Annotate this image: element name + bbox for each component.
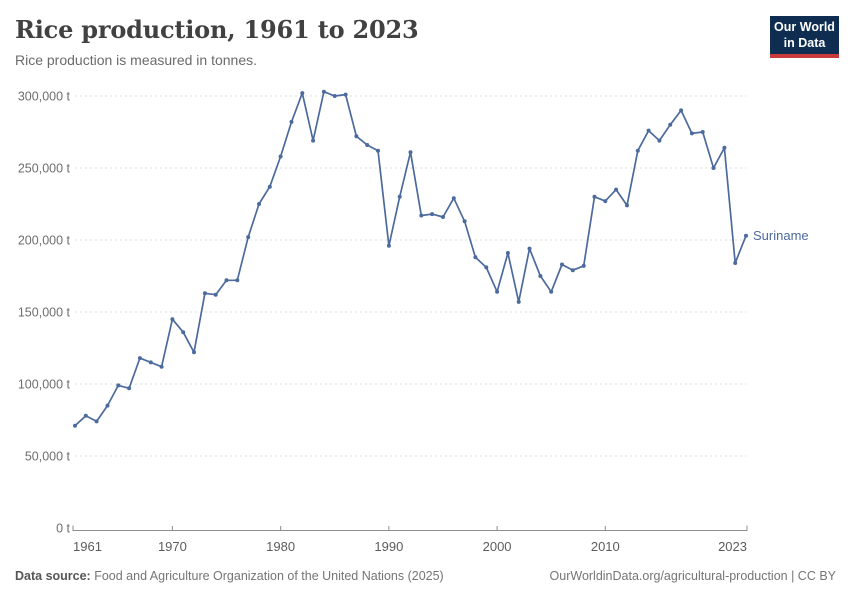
data-point	[235, 278, 240, 283]
data-point	[441, 215, 445, 219]
data-point	[386, 243, 391, 248]
data-point	[267, 184, 272, 189]
x-tick-label: 1961	[73, 539, 102, 554]
data-point	[376, 148, 380, 153]
data-point	[484, 265, 489, 270]
y-tick-label: 200,000 t	[18, 234, 71, 248]
data-point	[116, 383, 121, 388]
y-tick-label: 0 t	[56, 522, 70, 536]
data-point	[538, 274, 543, 278]
data-point	[462, 219, 467, 224]
data-point	[213, 292, 218, 297]
data-point	[700, 130, 705, 134]
data-point	[311, 138, 316, 143]
chart-title: Rice production, 1961 to 2023	[15, 15, 419, 44]
footer-link: OurWorldinData.org/agricultural-producti…	[549, 569, 836, 583]
owid-logo-line2: in Data	[783, 35, 826, 50]
data-point	[473, 255, 478, 260]
owid-logo-line1: Our World	[774, 20, 835, 34]
x-tick-label: 2023	[718, 539, 747, 554]
data-point	[365, 143, 370, 147]
data-point	[722, 145, 727, 150]
data-point	[105, 403, 110, 408]
data-point	[408, 150, 413, 155]
y-tick-label: 250,000 t	[18, 162, 71, 176]
x-tick-label: 1980	[266, 539, 295, 554]
data-point	[94, 419, 99, 424]
data-point	[83, 413, 88, 418]
data-point	[257, 202, 261, 206]
data-point	[332, 94, 337, 98]
data-point	[354, 134, 359, 139]
data-point	[343, 92, 348, 97]
chart-subtitle: Rice production is measured in tonnes.	[15, 52, 258, 68]
y-tick-label: 50,000 t	[25, 450, 71, 464]
data-point	[603, 199, 608, 204]
data-point	[570, 268, 575, 273]
data-point	[592, 194, 597, 199]
data-point	[170, 317, 175, 322]
data-point	[451, 196, 456, 201]
data-point	[181, 330, 186, 335]
data-point	[73, 423, 77, 428]
data-point	[711, 166, 716, 170]
data-point	[137, 356, 142, 361]
data-point	[159, 364, 164, 369]
data-point	[635, 148, 640, 153]
x-axis-line	[72, 525, 748, 531]
footer-datasource-text: Food and Agriculture Organization of the…	[90, 569, 444, 583]
x-tick-label: 1970	[158, 539, 187, 554]
owid-logo: Our World in Data	[770, 16, 839, 59]
data-point	[192, 350, 196, 355]
data-point	[614, 187, 619, 192]
x-tick-label: 1990	[374, 539, 403, 554]
data-point	[419, 213, 424, 218]
data-point	[657, 138, 662, 143]
data-point	[224, 278, 229, 283]
data-point	[430, 212, 435, 217]
data-point	[581, 263, 586, 268]
data-point	[397, 194, 402, 199]
data-point	[148, 360, 153, 365]
data-point	[625, 203, 629, 208]
data-point	[300, 91, 305, 96]
data-point	[516, 299, 521, 304]
data-point	[527, 246, 532, 251]
data-point	[289, 119, 294, 124]
data-point	[127, 386, 132, 391]
data-point	[321, 89, 326, 94]
data-point	[246, 235, 251, 240]
footer-datasource-label: Data source:	[15, 569, 91, 583]
x-tick-label: 2010	[591, 539, 620, 554]
x-tick-label: 2000	[483, 539, 512, 554]
y-tick-label: 100,000 t	[18, 378, 71, 392]
data-point	[495, 289, 500, 294]
data-point	[560, 262, 564, 267]
data-point	[549, 289, 554, 294]
data-point	[744, 233, 748, 238]
data-point	[733, 261, 738, 265]
data-point	[679, 108, 684, 113]
data-point	[505, 251, 510, 255]
y-tick-label: 300,000 t	[18, 90, 71, 104]
data-point	[689, 131, 694, 136]
footer-datasource: Data source: Food and Agriculture Organi…	[15, 569, 444, 583]
data-point	[202, 291, 207, 296]
series-line	[74, 90, 747, 427]
data-point	[278, 154, 283, 159]
y-tick-label: 150,000 t	[18, 306, 71, 320]
data-point	[646, 128, 651, 133]
entity-label: Suriname	[753, 227, 809, 243]
data-point	[668, 122, 673, 127]
